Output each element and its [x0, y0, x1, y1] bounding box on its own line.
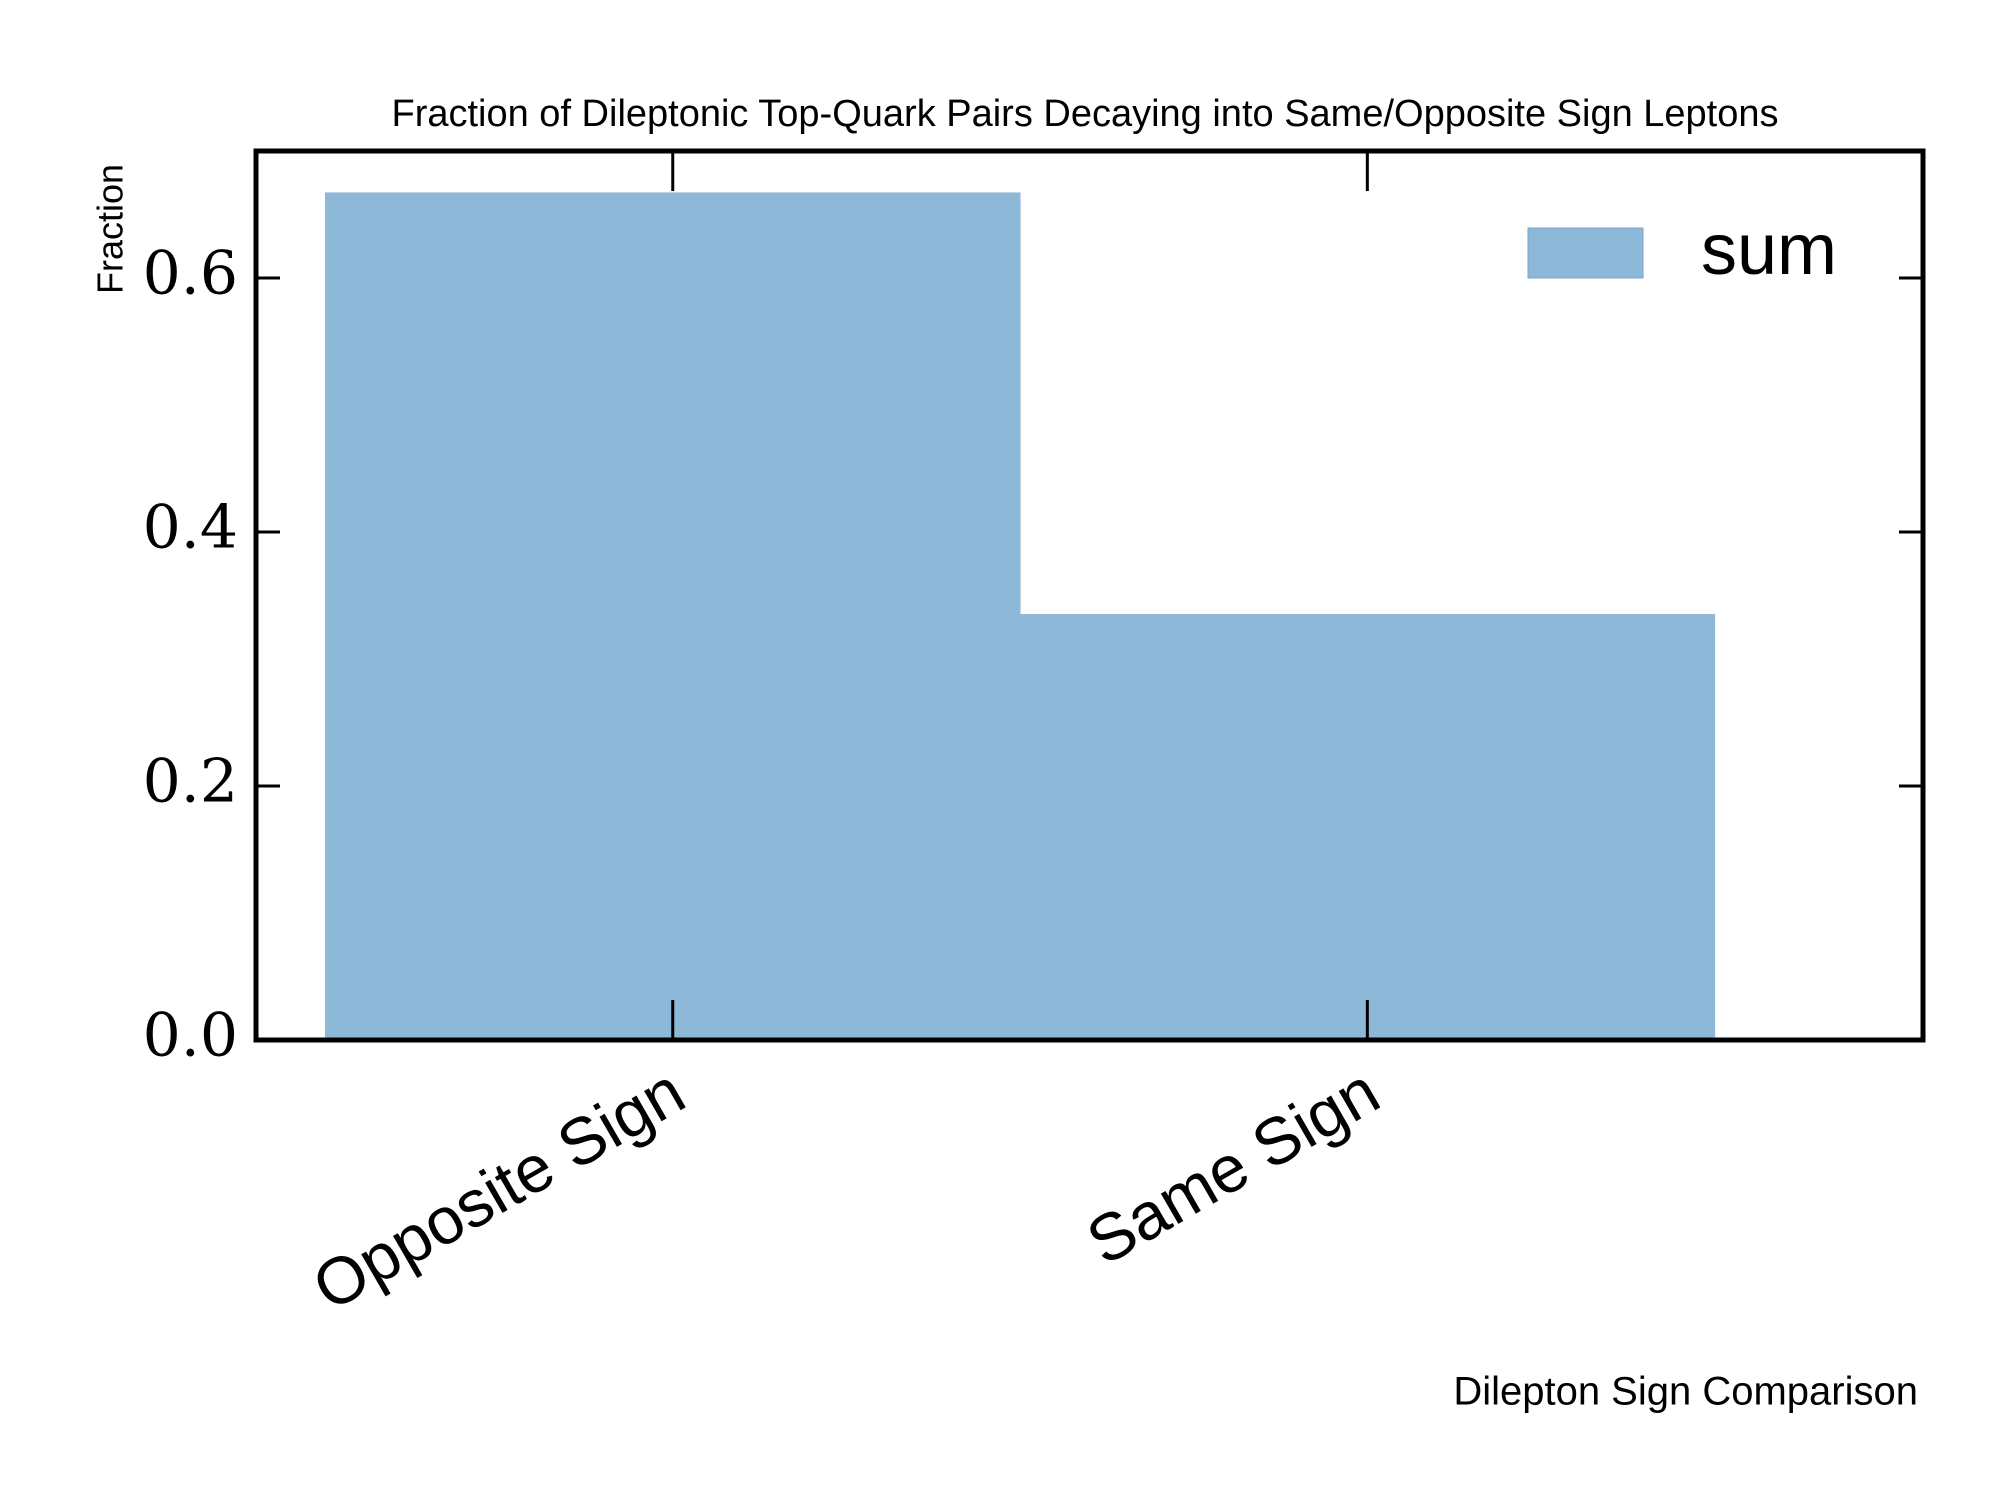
x-tick-label: Same Sign — [1074, 1053, 1391, 1279]
chart-title: Fraction of Dileptonic Top-Quark Pairs D… — [391, 93, 1778, 135]
bar — [1019, 614, 1716, 1041]
y-tick-label: 0.0 — [143, 1001, 238, 1071]
legend-swatch — [1527, 227, 1644, 279]
x-axis-label: Dilepton Sign Comparison — [1453, 1370, 1918, 1414]
bar — [324, 192, 1021, 1041]
y-tick-label: 0.4 — [143, 493, 238, 563]
y-tick-label: 0.6 — [143, 239, 238, 309]
legend-label: sum — [1701, 210, 1837, 290]
plot-frame — [253, 148, 1926, 1043]
x-tick-label: Opposite Sign — [300, 1053, 696, 1324]
y-axis-label: Fraction — [90, 164, 131, 294]
y-tick-label: 0.2 — [143, 747, 238, 817]
